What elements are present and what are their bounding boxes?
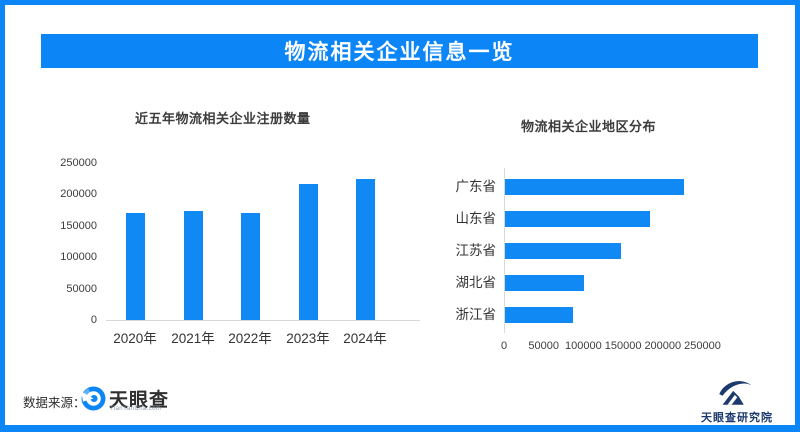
bar-2021年 <box>183 211 203 320</box>
x-tick-label: 150000 <box>604 340 642 352</box>
y-tick-label: 50000 <box>66 282 97 295</box>
x-category-label: 2022年 <box>228 331 272 346</box>
y-tick-label: 250000 <box>60 157 97 169</box>
x-category-label: 2021年 <box>171 331 215 346</box>
y-category-label: 广东省 <box>455 179 497 194</box>
frame-border-left <box>0 0 5 432</box>
left-chart-title: 近五年物流相关企业注册数量 <box>135 111 311 126</box>
y-category-label: 浙江省 <box>455 307 497 322</box>
bar-山东省 <box>505 211 650 227</box>
x-tick-label: 100000 <box>565 340 602 352</box>
page-title: 物流相关企业信息一览 <box>284 41 515 64</box>
institute-name: 天眼查研究院 <box>701 412 773 424</box>
y-category-label: 湖北省 <box>455 275 497 290</box>
x-tick-label: 250000 <box>684 340 721 352</box>
x-category-label: 2020年 <box>113 331 157 346</box>
frame-border-right <box>795 0 800 432</box>
bar-湖北省 <box>505 275 584 291</box>
frame-border-bottom <box>0 425 800 432</box>
right-chart-title: 物流相关企业地区分布 <box>521 119 657 134</box>
x-tick-label: 200000 <box>644 340 682 352</box>
x-tick-label: 50000 <box>528 340 559 352</box>
x-axis-line <box>106 320 420 321</box>
title-banner: 物流相关企业信息一览 <box>41 34 758 68</box>
y-category-label: 江苏省 <box>455 243 497 258</box>
bar-江苏省 <box>505 243 621 259</box>
frame-border-top <box>0 0 800 5</box>
y-tick-label: 0 <box>90 314 97 326</box>
bar-2023年 <box>298 184 318 320</box>
tianyancha-eye-icon <box>81 386 106 411</box>
tianyancha-brand-name: 天眼查 <box>109 390 170 411</box>
x-tick-label: 0 <box>500 340 508 352</box>
bar-广东省 <box>505 179 684 195</box>
x-category-label: 2023年 <box>286 331 330 346</box>
data-source-label: 数据来源： <box>23 396 86 410</box>
bar-浙江省 <box>505 307 573 323</box>
y-axis-line <box>504 168 505 333</box>
x-category-label: 2024年 <box>343 331 387 346</box>
y-tick-label: 150000 <box>60 219 97 232</box>
bar-2020年 <box>125 213 145 320</box>
y-tick-label: 100000 <box>60 251 97 264</box>
y-category-label: 山东省 <box>455 211 497 226</box>
institute-logo-icon <box>719 381 752 405</box>
y-tick-label: 200000 <box>60 188 97 201</box>
tianyancha-domain-text: TianYanCha.com <box>110 406 162 412</box>
bar-2024年 <box>355 179 375 320</box>
bar-2022年 <box>240 213 260 320</box>
